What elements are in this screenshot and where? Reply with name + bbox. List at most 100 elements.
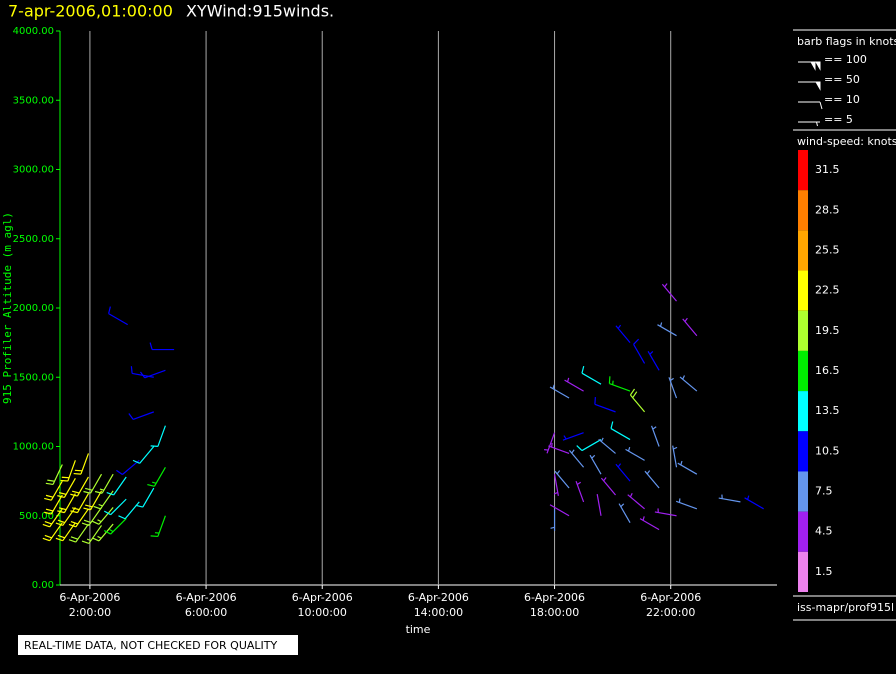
wind-barb <box>668 377 678 399</box>
wind-barb <box>600 477 616 496</box>
wind-barb <box>682 317 698 337</box>
wind-barb <box>103 518 127 535</box>
colorbar-swatch <box>798 551 808 592</box>
colorbar-swatch <box>798 190 808 231</box>
footer-box <box>18 635 298 655</box>
wind-barb <box>564 377 584 392</box>
wind-barb <box>128 411 155 420</box>
x-axis-label: time <box>406 623 431 636</box>
wind-barb <box>627 492 645 510</box>
barb-legend-sample <box>798 121 820 127</box>
title-time: 7-apr-2006,01:00:00 <box>8 2 173 21</box>
wind-barb <box>81 507 103 527</box>
colorbar-swatch <box>798 391 808 432</box>
colorbar-label: 28.5 <box>815 203 840 216</box>
colorbar-swatch <box>798 150 808 191</box>
wind-barb <box>550 508 556 531</box>
wind-barb <box>70 476 89 497</box>
wind-barb <box>68 508 89 528</box>
wind-barb <box>81 525 103 545</box>
wind-barb <box>147 466 166 487</box>
barb-legend-sample <box>798 81 821 91</box>
wind-barb <box>42 522 63 542</box>
wind-barb <box>562 432 584 441</box>
wind-barb <box>679 375 698 392</box>
wind-barb <box>149 342 175 351</box>
x-tick-date: 6-Apr-2006 <box>408 591 469 604</box>
wind-barb <box>150 425 166 447</box>
y-tick-label: 4000.00 <box>13 26 54 37</box>
wind-barb <box>568 449 585 468</box>
x-tick-date: 6-Apr-2006 <box>59 591 120 604</box>
barb-legend-sample <box>798 61 821 71</box>
wind-barb <box>661 283 677 302</box>
wind-barb <box>139 369 166 379</box>
wind-barb <box>651 425 660 447</box>
wind-barb <box>589 454 602 475</box>
wind-barb <box>677 460 698 475</box>
wind-barb <box>615 324 631 344</box>
wind-barb <box>68 523 89 543</box>
wind-barb <box>73 453 90 475</box>
wind-barb <box>654 508 677 517</box>
wind-barb <box>553 474 559 496</box>
wind-barb <box>92 507 114 525</box>
colorbar-label: 4.5 <box>815 525 833 538</box>
wind-barb <box>150 515 166 538</box>
y-tick-label: 3000.00 <box>13 165 54 176</box>
wind-barb <box>625 446 645 461</box>
y-tick-label: 0.00 <box>32 580 54 591</box>
wind-barb <box>94 473 114 494</box>
wind-barb <box>55 507 76 527</box>
barb-legend-title: barb flags in knots <box>797 35 896 48</box>
wind-barb <box>45 464 63 486</box>
wind-barb <box>675 498 698 510</box>
source-label: iss-mapr/prof915l <box>797 601 894 614</box>
wind-barb <box>633 338 646 364</box>
barb-legend-sample <box>798 101 823 110</box>
x-tick-label: 2:00:00 <box>69 606 111 619</box>
colorbar-label: 31.5 <box>815 163 840 176</box>
wind-barb <box>644 470 660 489</box>
chart-title: XYWind:915winds. <box>186 2 334 21</box>
wind-barb <box>647 350 660 371</box>
y-tick-label: 1500.00 <box>13 372 54 383</box>
wind-barb <box>60 460 76 482</box>
wind-barb <box>92 523 114 542</box>
wind-barb <box>639 516 660 531</box>
wind-barb <box>549 384 570 399</box>
y-tick-label: 2500.00 <box>13 234 54 245</box>
x-tick-label: 10:00:00 <box>298 606 347 619</box>
wind-barb <box>103 498 127 516</box>
wind-barb <box>57 493 76 514</box>
wind-barb <box>672 445 678 468</box>
wind-barb <box>544 432 556 454</box>
wind-barb <box>575 481 585 503</box>
wind-barb <box>554 470 570 489</box>
wind-barb <box>615 463 631 482</box>
colorbar-label: 7.5 <box>815 485 833 498</box>
colorbar-label: 13.5 <box>815 404 840 417</box>
wind-barb <box>106 476 127 496</box>
wind-barb <box>44 494 63 515</box>
wind-barb <box>610 421 631 441</box>
y-axis-label: 915 Profiler Altitude (m agl) <box>1 212 14 404</box>
colorbar-swatch <box>798 270 808 311</box>
wind-barb <box>608 376 631 392</box>
colorbar-title: wind-speed: knots <box>797 135 896 148</box>
colorbar-label: 1.5 <box>815 565 833 578</box>
colorbar-label: 16.5 <box>815 364 840 377</box>
x-tick-label: 22:00:00 <box>646 606 695 619</box>
wind-barb <box>596 493 602 516</box>
y-tick-label: 1000.00 <box>13 442 54 453</box>
barb-legend-label: == 50 <box>824 73 860 86</box>
wind-barb <box>549 504 570 517</box>
wind-barb <box>44 480 63 501</box>
wind-barb <box>581 365 602 385</box>
x-tick-date: 6-Apr-2006 <box>292 591 353 604</box>
wind-barb <box>718 494 741 503</box>
colorbar-label: 22.5 <box>815 284 840 297</box>
